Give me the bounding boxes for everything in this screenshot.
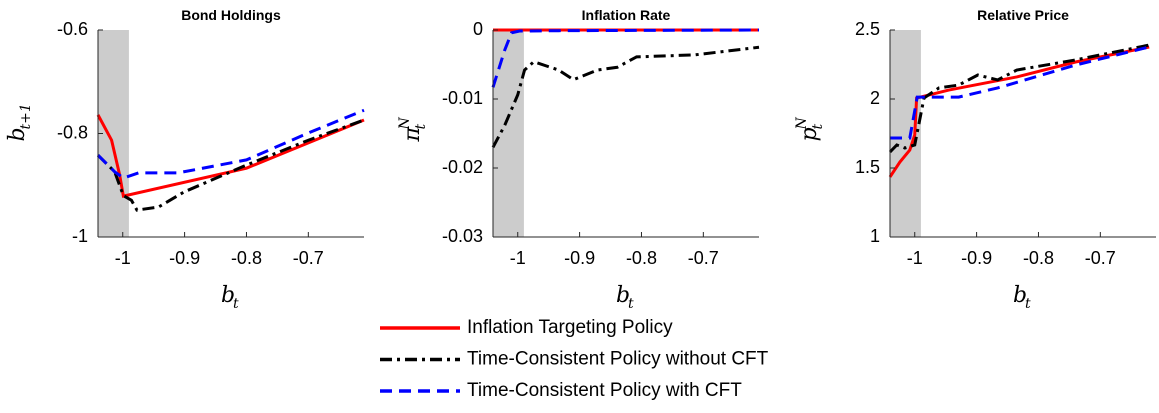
x-tick-label: -0.9 <box>169 248 200 268</box>
x-axis-label-base: b <box>1013 283 1027 308</box>
x-axis-label: bt <box>616 283 634 312</box>
y-axis-label: πtN <box>397 117 429 143</box>
y-axis-label: ptN <box>794 117 826 142</box>
x-axis-label: bt <box>221 283 239 312</box>
x-axis-label-sub: t <box>628 296 634 312</box>
y-tick-label: 2.5 <box>855 19 880 39</box>
x-tick-label: -0.9 <box>961 248 992 268</box>
series-line <box>888 43 1150 154</box>
x-tick-label: -1 <box>510 248 526 268</box>
chart-title: Relative Price <box>977 7 1069 23</box>
shaded-region <box>98 30 129 237</box>
x-tick-label: -0.9 <box>564 248 595 268</box>
x-tick-label: -0.7 <box>688 248 719 268</box>
x-tick-label: -0.8 <box>231 248 262 268</box>
legend-label: Time-Consistent Policy with CFT <box>467 380 742 401</box>
series-line <box>491 28 760 88</box>
y-tick-label: -1 <box>72 226 88 246</box>
y-axis-label: bt+1 <box>5 103 34 141</box>
y-tick-label: 2 <box>870 88 880 108</box>
x-tick-label: -1 <box>907 248 923 268</box>
y-tick-label: -0.02 <box>442 157 483 177</box>
series-line <box>890 45 1150 140</box>
chart-title: Bond Holdings <box>181 7 281 23</box>
y-axis-label-base: b <box>5 127 30 141</box>
y-tick-label: 0 <box>473 19 483 39</box>
x-axis-label-sub: t <box>233 296 239 312</box>
series-line <box>96 108 365 180</box>
y-axis-label-base: p <box>797 127 822 141</box>
series-line <box>96 118 365 212</box>
series-line <box>491 45 760 149</box>
y-tick-label: -0.01 <box>442 88 483 108</box>
y-axis-label-base: π <box>400 127 425 143</box>
x-tick-label: -0.8 <box>626 248 657 268</box>
y-tick-label: 1 <box>870 226 880 246</box>
y-tick-label: -0.6 <box>57 19 88 39</box>
x-axis-label-base: b <box>616 283 630 308</box>
y-axis-label-sub: t <box>413 124 429 130</box>
y-tick-label: -0.8 <box>57 122 88 142</box>
x-tick-label: -1 <box>115 248 131 268</box>
y-tick-label: -0.03 <box>442 226 483 246</box>
shaded-region <box>493 30 524 237</box>
series-line <box>888 45 1150 178</box>
y-axis-label-sub: t <box>810 124 826 130</box>
x-axis-label-sub: t <box>1025 296 1031 312</box>
x-axis-label: bt <box>1013 283 1031 312</box>
y-axis-label-sup: N <box>794 117 810 131</box>
x-axis-label-base: b <box>221 283 235 308</box>
y-axis-label-sub: t+1 <box>18 103 34 129</box>
legend-label: Inflation Targeting Policy <box>467 317 673 338</box>
series-line <box>96 114 365 198</box>
x-tick-label: -0.7 <box>293 248 324 268</box>
x-tick-label: -0.7 <box>1085 248 1116 268</box>
y-tick-label: 1.5 <box>855 157 880 177</box>
chart-title: Inflation Rate <box>582 7 671 23</box>
x-tick-label: -0.8 <box>1023 248 1054 268</box>
y-axis-label-sup: N <box>397 117 413 131</box>
legend-label: Time-Consistent Policy without CFT <box>467 349 769 370</box>
